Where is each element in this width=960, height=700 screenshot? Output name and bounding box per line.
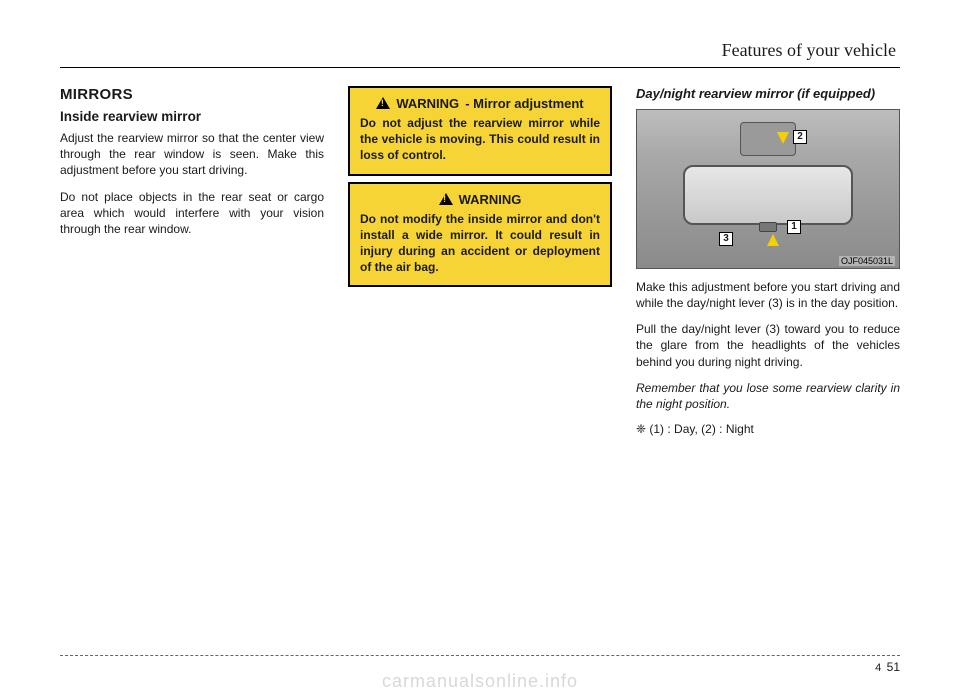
warning-1-suffix: - Mirror adjustment <box>465 96 583 111</box>
warning-1-label: WARNING <box>396 96 459 111</box>
col1-subhead: Inside rearview mirror <box>60 109 324 124</box>
col3-para-3: Remember that you lose some rearview cla… <box>636 380 900 412</box>
column-2: WARNING - Mirror adjustment Do not adjus… <box>348 86 612 436</box>
mirror-lever <box>759 222 777 232</box>
header-title: Features of your vehicle <box>60 40 900 61</box>
content-columns: MIRRORS Inside rearview mirror Adjust th… <box>60 86 900 436</box>
warning-triangle-icon <box>439 193 453 205</box>
callout-3: 3 <box>719 232 733 246</box>
col3-subhead: Day/night rearview mirror (if equipped) <box>636 86 900 103</box>
watermark: carmanualsonline.info <box>0 671 960 692</box>
warning-2-body: Do not modify the inside mirror and don'… <box>360 211 600 276</box>
footer-rule <box>60 655 900 656</box>
figure-code: OJF045031L <box>839 256 895 266</box>
col3-para-2: Pull the day/night lever (3) toward you … <box>636 321 900 370</box>
arrow-down-icon <box>777 132 789 144</box>
page-footer: 4 51 <box>60 655 900 674</box>
callout-2: 2 <box>793 130 807 144</box>
col1-para-2: Do not place objects in the rear seat or… <box>60 189 324 238</box>
page-number-value: 51 <box>887 660 900 674</box>
chapter-number: 4 <box>875 662 881 674</box>
warning-1-body: Do not adjust the rearview mirror while … <box>360 115 600 164</box>
warning-2-label: WARNING <box>459 192 522 207</box>
warning-triangle-icon <box>376 97 390 109</box>
arrow-up-icon <box>767 234 779 246</box>
warning-box-1: WARNING - Mirror adjustment Do not adjus… <box>348 86 612 176</box>
section-title: MIRRORS <box>60 86 324 103</box>
page-number: 4 51 <box>60 660 900 674</box>
page-header: Features of your vehicle <box>60 40 900 68</box>
warning-1-head: WARNING - Mirror adjustment <box>360 96 600 111</box>
warning-2-head: WARNING <box>360 192 600 207</box>
mirror-body <box>683 165 853 225</box>
column-1: MIRRORS Inside rearview mirror Adjust th… <box>60 86 324 436</box>
warning-box-2: WARNING Do not modify the inside mirror … <box>348 182 612 288</box>
column-3: Day/night rearview mirror (if equipped) … <box>636 86 900 436</box>
callout-1: 1 <box>787 220 801 234</box>
header-rule <box>60 67 900 68</box>
col3-para-1: Make this adjustment before you start dr… <box>636 279 900 311</box>
col1-para-1: Adjust the rearview mirror so that the c… <box>60 130 324 179</box>
col3-legend: ❈ (1) : Day, (2) : Night <box>636 422 900 436</box>
mirror-figure: 2 1 3 OJF045031L <box>636 109 900 269</box>
